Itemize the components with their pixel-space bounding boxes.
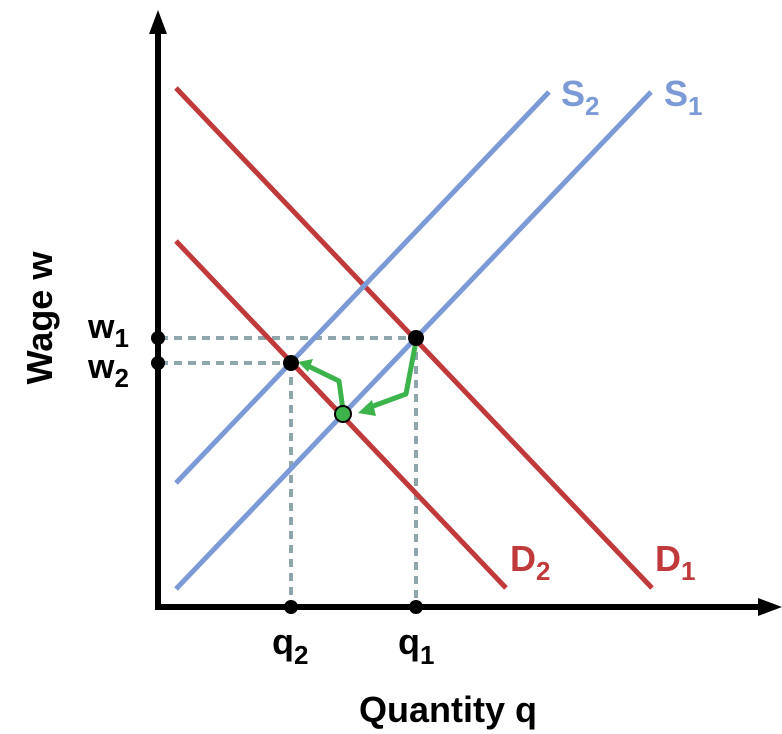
y-axis-arrowhead [149, 10, 167, 34]
tick-label-w1: w1 [87, 308, 129, 353]
axes [155, 26, 764, 610]
label-s1: S1 [664, 73, 702, 121]
x-axis-arrowhead [758, 598, 782, 616]
label-d1: D1 [655, 538, 695, 586]
intermediate-point-green [334, 405, 352, 423]
q2-axis-point [284, 600, 298, 614]
arrow-from-e1-head [358, 400, 376, 416]
label-d2: D2 [510, 538, 550, 586]
w1-axis-point [151, 331, 165, 345]
arrow-from-e3 [303, 362, 346, 413]
supply-curve-s2 [174, 90, 551, 485]
label-s2: S2 [561, 73, 599, 121]
tick-label-w2: w2 [87, 348, 129, 393]
w2-axis-point [151, 356, 165, 370]
arrow-from-e3-head [298, 359, 313, 372]
q1-axis-point [409, 600, 423, 614]
points [151, 330, 424, 614]
equilibrium-point-e1 [408, 330, 424, 346]
x-axis-label: Quantity q [359, 689, 537, 730]
arrow-from-e1 [365, 338, 419, 411]
tick-label-q2: q2 [272, 621, 308, 670]
equilibrium-point-e2 [283, 355, 299, 371]
y-axis-label: Wage w [19, 251, 60, 385]
adjustment-arrows [303, 338, 419, 413]
tick-label-q1: q1 [398, 621, 434, 670]
guide-lines [160, 336, 418, 606]
